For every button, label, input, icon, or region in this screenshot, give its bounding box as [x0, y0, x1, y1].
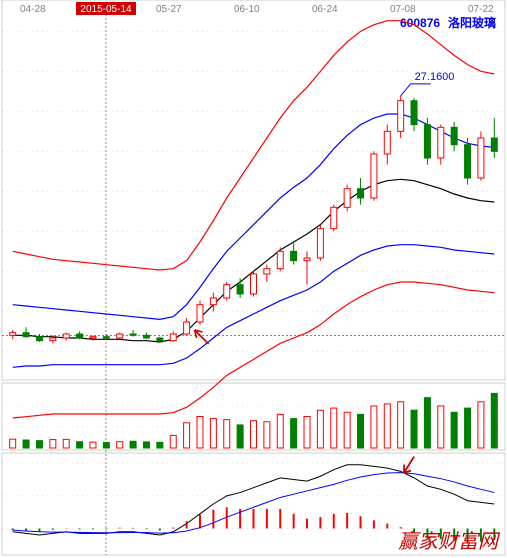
date-axis-label: 06-10: [234, 4, 260, 15]
candle: [264, 269, 270, 274]
candle: [36, 337, 42, 341]
candle: [77, 334, 83, 338]
volume-bar: [304, 417, 310, 449]
candle: [170, 334, 176, 341]
volume-bar: [291, 419, 297, 448]
volume-bar: [197, 417, 203, 449]
candle: [277, 251, 283, 268]
volume-bar: [344, 412, 350, 448]
volume-bar: [478, 402, 484, 448]
volume-bar: [264, 422, 270, 448]
candle: [304, 258, 310, 261]
volume-bar: [224, 420, 230, 448]
arrow-indicator-2: [404, 457, 414, 473]
candle: [491, 138, 497, 151]
volume-bar: [384, 404, 390, 448]
watermark-text: 赢家财富网: [398, 531, 501, 553]
candle: [63, 334, 69, 338]
candle: [237, 285, 243, 294]
band-lower-red: [13, 282, 495, 418]
volume-bar: [411, 410, 417, 448]
candle: [451, 127, 457, 144]
candle: [117, 334, 123, 338]
volume-bar: [424, 398, 430, 448]
volume-bar: [371, 406, 377, 448]
candle: [465, 145, 471, 178]
date-axis-label: 07-08: [390, 4, 416, 15]
band-upper-red: [13, 21, 495, 270]
volume-bar: [130, 441, 136, 448]
candle: [344, 189, 350, 208]
volume-bar: [50, 440, 56, 448]
candle: [291, 251, 297, 260]
volume-bar: [277, 414, 283, 448]
volume-bar: [465, 408, 471, 448]
candle: [317, 229, 323, 258]
stock-name: 洛阳玻璃: [448, 15, 496, 30]
volume-bar: [77, 442, 83, 448]
stock-code: 600876: [400, 16, 440, 30]
candle: [157, 338, 163, 341]
candle: [130, 334, 136, 335]
volume-bar: [157, 442, 163, 448]
volume-bar: [491, 393, 497, 448]
volume-bar: [143, 442, 149, 448]
candle: [384, 131, 390, 154]
candle: [251, 274, 257, 294]
candle: [10, 333, 16, 336]
volume-bar: [10, 439, 16, 448]
volume-bar: [237, 425, 243, 448]
candle: [50, 338, 56, 341]
date-axis-label: 06-24: [312, 4, 338, 15]
candle: [210, 298, 216, 305]
candle: [224, 285, 230, 298]
volume-bar: [398, 402, 404, 448]
candle: [398, 101, 404, 132]
candle: [438, 127, 444, 158]
candle: [90, 337, 96, 338]
volume-bar: [117, 442, 123, 448]
volume-bar: [317, 410, 323, 448]
candle: [184, 322, 190, 334]
volume-bar: [103, 443, 109, 448]
candle: [197, 305, 203, 322]
volume-bar: [451, 412, 457, 448]
candle: [331, 207, 337, 228]
candle: [23, 333, 29, 337]
candle: [424, 125, 430, 158]
candle: [411, 101, 417, 125]
volume-bar: [251, 421, 257, 448]
candle: [358, 189, 364, 198]
volume-bar: [331, 408, 337, 448]
date-axis-label: 04-28: [20, 4, 46, 15]
candle: [478, 138, 484, 178]
volume-bar: [63, 439, 69, 448]
date-axis-label: 05-27: [156, 4, 182, 15]
volume-bar: [210, 419, 216, 448]
volume-bar: [90, 442, 96, 448]
band-middle: [13, 179, 495, 342]
volume-bar: [170, 435, 176, 448]
volume-bar: [36, 441, 42, 448]
volume-bar: [358, 414, 364, 448]
stock-chart: 04-28 05-27 06-10 06-24 07-08 07-22 2015-05-14…: [0, 0, 507, 558]
candle: [371, 154, 377, 198]
price-high-label: 27.1600: [415, 71, 455, 83]
date-axis-label: 07-22: [468, 4, 494, 15]
arrow-indicator-1: [195, 330, 209, 344]
date-highlight-text: 2015-05-14: [80, 4, 132, 15]
candle: [103, 337, 109, 338]
volume-bar: [438, 406, 444, 448]
volume-bar: [23, 440, 29, 448]
candle: [143, 335, 149, 338]
volume-bar: [184, 423, 190, 448]
